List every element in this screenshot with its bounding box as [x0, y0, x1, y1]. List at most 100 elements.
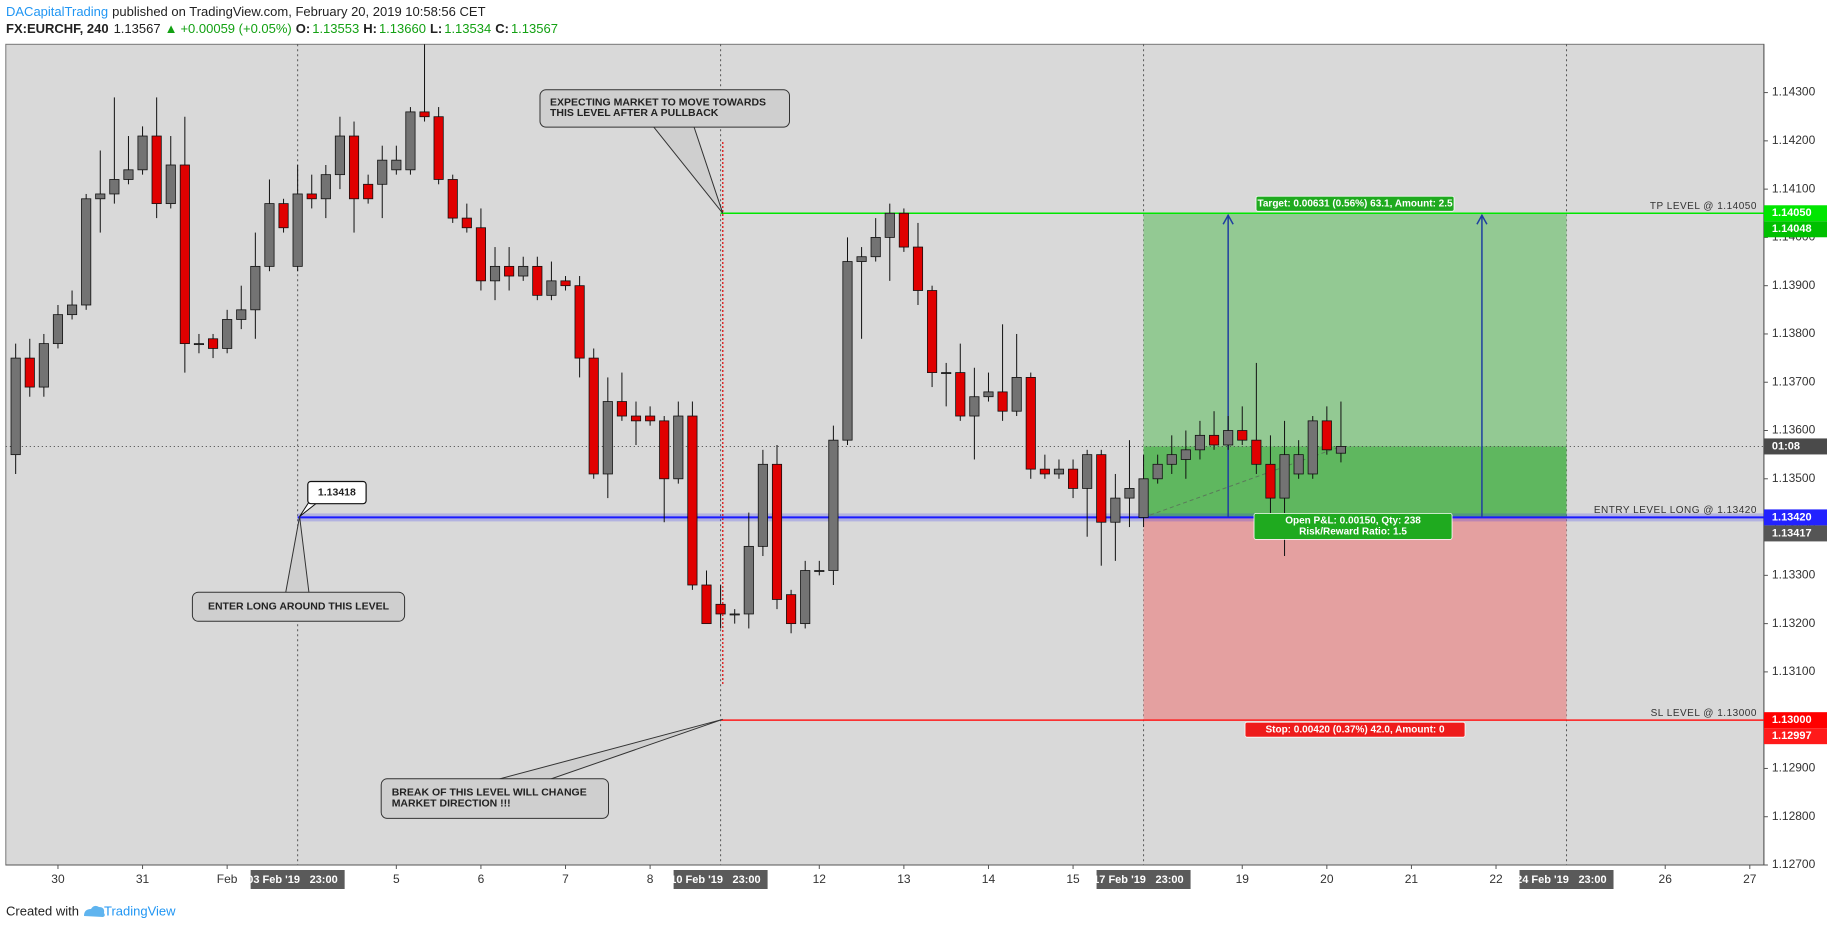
candle-body	[52, 314, 64, 345]
time-marker-time: 23:00	[1578, 874, 1606, 886]
y-tick-label: 1.13600	[1772, 423, 1816, 437]
candle-body	[912, 246, 924, 291]
y-tick-label: 1.13500	[1772, 471, 1816, 485]
x-tick-label: 22	[1489, 872, 1503, 886]
y-tick-label: 1.13200	[1772, 616, 1816, 630]
target-label-box	[1255, 195, 1455, 212]
candle-body	[771, 463, 783, 600]
y-tick-label: 1.12700	[1772, 857, 1816, 871]
candle-body	[757, 463, 768, 547]
candle-body	[207, 338, 219, 349]
candle-body	[1194, 434, 1206, 451]
ohlc-key: H:	[363, 21, 377, 36]
candle-body	[941, 372, 952, 374]
candle-body	[292, 193, 303, 267]
candle-body	[1025, 377, 1036, 470]
pnl-label: Risk/Reward Ratio: 1.5	[1299, 527, 1407, 538]
tradingview-logo	[84, 905, 105, 917]
x-tick-label: 20	[1320, 872, 1334, 886]
y-tick-label: 1.12900	[1772, 761, 1816, 775]
x-tick-label: 21	[1405, 872, 1419, 886]
countdown-label: 01:08	[1772, 440, 1800, 452]
time-marker-date: 10 Feb '19	[670, 874, 723, 886]
candle-body	[1251, 439, 1262, 465]
candle-body	[1279, 454, 1290, 499]
footer-brand[interactable]: TradingView	[104, 903, 176, 918]
x-tick-label: 7	[562, 872, 569, 886]
x-tick-label: 13	[897, 872, 911, 886]
footer-created: Created with	[6, 903, 79, 918]
candle-body	[95, 193, 106, 200]
candle-body	[602, 401, 613, 475]
y-tick-label: 1.13800	[1772, 326, 1816, 340]
time-marker-date: 24 Feb '19	[1516, 874, 1569, 886]
candle-body	[1138, 478, 1149, 518]
candle-body	[884, 212, 895, 238]
x-tick-label: 19	[1236, 872, 1250, 886]
candle-body	[24, 357, 35, 388]
candle-body	[222, 319, 233, 349]
candle-body	[320, 174, 331, 200]
time-marker-box	[1519, 870, 1614, 889]
candle-body	[377, 159, 388, 185]
candle-body	[1307, 420, 1318, 475]
candle-body	[532, 265, 543, 296]
candle-body	[1293, 454, 1304, 475]
candle-body	[560, 280, 571, 287]
author[interactable]: DACapitalTrading	[6, 4, 108, 19]
candle-body	[1053, 468, 1065, 475]
y-tick-label: 1.14100	[1772, 181, 1816, 195]
ohlc-value: 1.13553	[312, 21, 359, 36]
candle-body	[179, 164, 190, 345]
candle-body	[616, 401, 627, 417]
y-tick-label: 1.12800	[1772, 809, 1816, 823]
x-tick-label: 5	[393, 872, 400, 886]
candle-body	[1321, 420, 1332, 451]
candle-body	[969, 396, 980, 417]
x-tick-label: 27	[1743, 872, 1757, 886]
time-marker-date: 17 Feb '19	[1093, 874, 1146, 886]
candle-body	[67, 304, 78, 316]
time-marker-time: 23:00	[733, 874, 761, 886]
header-line-1: DACapitalTrading published on TradingView…	[6, 4, 486, 19]
stop-label: Stop: 0.00420 (0.37%) 42.0, Amount: 0	[1265, 724, 1445, 735]
candle-body	[405, 111, 416, 171]
time-marker-box	[250, 870, 345, 889]
candle-body	[38, 343, 49, 388]
candle-body	[1124, 488, 1135, 499]
callout-box	[539, 89, 790, 128]
candle-body	[588, 357, 599, 475]
candle-body	[151, 135, 162, 205]
candle-body	[363, 183, 374, 200]
price-badge-label: 1.13420	[1772, 511, 1812, 523]
candle-body	[743, 545, 754, 615]
candle-body	[1166, 454, 1177, 465]
price-badge-label: 1.14050	[1772, 207, 1812, 219]
level-label: TP LEVEL @ 1.14050	[1650, 201, 1757, 212]
time-marker-time: 23:00	[310, 874, 338, 886]
callout-text: MARKET DIRECTION !!!	[392, 797, 511, 809]
candle-body	[109, 179, 120, 195]
callout-box	[307, 480, 367, 505]
x-tick-label: 15	[1066, 872, 1080, 886]
candle-body	[1180, 449, 1191, 460]
y-tick-label: 1.13300	[1772, 568, 1816, 582]
callout-text: BREAK OF THIS LEVEL WILL CHANGE	[392, 787, 587, 799]
arrow-head	[1222, 213, 1234, 225]
price-badge-label: 1.12997	[1772, 730, 1812, 742]
candle-body	[306, 193, 317, 200]
candle-body	[1096, 454, 1107, 523]
arrow-head	[1476, 213, 1488, 225]
candle-body	[729, 613, 740, 616]
candle-body	[1039, 468, 1050, 475]
candle-body	[475, 227, 486, 282]
candle-body	[433, 116, 444, 180]
price-badge	[1763, 509, 1827, 526]
candle-body	[800, 570, 811, 625]
candle-body	[348, 135, 360, 200]
candle-body	[419, 111, 430, 118]
x-tick-label: 26	[1659, 872, 1673, 886]
candle-body	[81, 198, 92, 306]
stop-label-box	[1244, 721, 1466, 738]
